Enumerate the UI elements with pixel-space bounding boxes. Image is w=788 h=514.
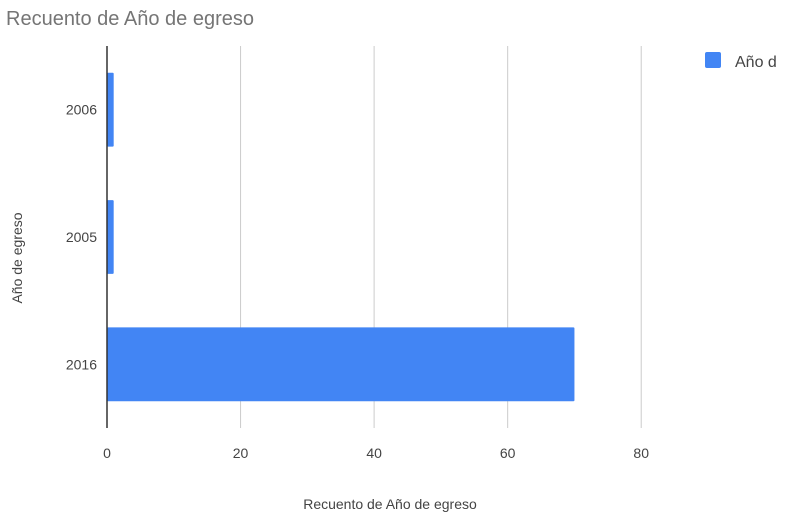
- bar-2016: [107, 327, 575, 402]
- x-axis-ticks: 0 20 40 60 80: [103, 445, 649, 461]
- x-tick-label-40: 40: [366, 445, 382, 461]
- x-axis-label: Recuento de Año de egreso: [303, 496, 477, 512]
- y-tick-label-2016: 2016: [66, 356, 97, 372]
- bars: [107, 72, 575, 402]
- x-tick-label-0: 0: [103, 445, 111, 461]
- legend: Año d: [705, 52, 777, 71]
- y-axis-label: Año de egreso: [9, 212, 25, 303]
- legend-swatch: [705, 52, 721, 68]
- x-tick-label-20: 20: [233, 445, 249, 461]
- y-tick-label-2005: 2005: [66, 229, 97, 245]
- y-tick-label-2006: 2006: [66, 102, 97, 118]
- x-tick-label-60: 60: [500, 445, 516, 461]
- bar-2006: [107, 72, 114, 147]
- y-axis-ticks: 2006 2005 2016: [66, 102, 97, 373]
- x-tick-label-80: 80: [633, 445, 649, 461]
- chart-title: Recuento de Año de egreso: [6, 8, 254, 30]
- bar-2005: [107, 200, 114, 274]
- legend-label: Año d: [735, 54, 777, 71]
